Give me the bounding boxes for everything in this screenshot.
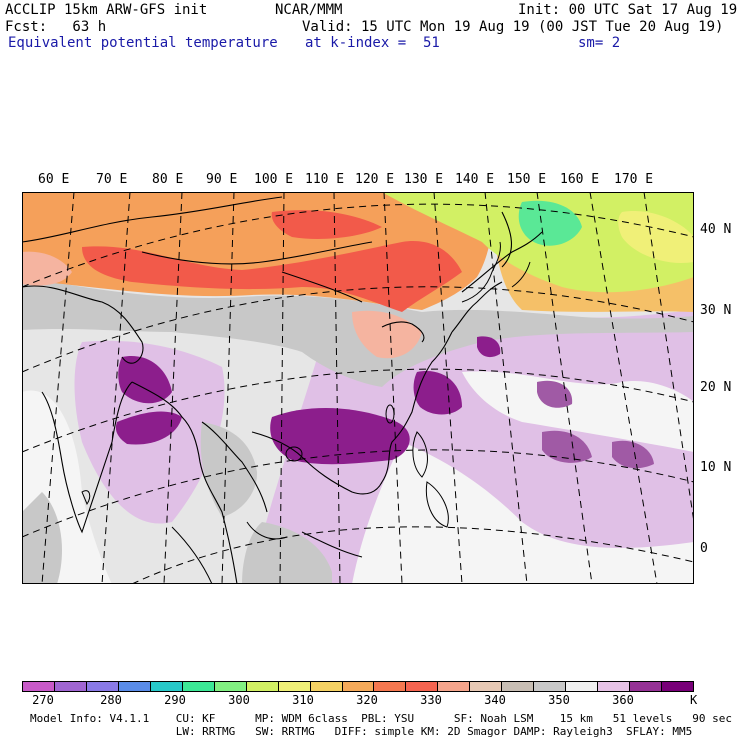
lon-label: 140 E [455,172,495,187]
model-title: ACCLIP 15km ARW-GFS init [5,2,208,18]
colorbar-swatch [246,682,279,691]
lat-label: 40 N [700,222,732,237]
lat-label: 10 N [700,460,732,475]
colorbar-tick: 310 [292,693,314,707]
colorbar-tick: 270 [32,693,54,707]
colorbar-swatch [630,682,663,691]
colorbar-tick: 320 [356,693,378,707]
white-region [462,371,694,452]
colorbar-swatch [86,682,119,691]
colorbar-tick: 300 [228,693,250,707]
colorbar-swatch [470,682,503,691]
colorbar-swatch [278,682,311,691]
colorbar-swatch [214,682,247,691]
gray-patch [22,492,62,584]
lon-label: 120 E [355,172,395,187]
purple-region [115,411,182,445]
lat-label: 30 N [700,303,732,318]
colorbar-swatch [662,682,694,691]
smoothing-label: sm= 2 [578,35,621,51]
lon-label: 160 E [560,172,600,187]
graticule [22,192,694,584]
colorbar-swatch [118,682,151,691]
lat-label: 0 [700,541,708,556]
colorbar-swatch [406,682,439,691]
colorbar-tick: 360 [612,693,634,707]
purple-region [537,380,573,408]
lon-label: 100 E [254,172,294,187]
level-label: at k-index = 51 [305,35,440,51]
salmon-region [22,251,72,286]
model-physics-line: LW: RRTMG SW: RRTMG DIFF: simple KM: 2D … [30,725,693,738]
purple-region [270,407,410,465]
lon-label: 70 E [96,172,128,187]
colorbar-tick: 280 [100,693,122,707]
red-region [82,241,462,312]
colorbar-swatch [182,682,215,691]
colorbar-swatch [342,682,375,691]
lon-label: 110 E [305,172,345,187]
colorbar-tick: 290 [164,693,186,707]
red-region [271,210,382,239]
purple-region [413,371,462,415]
colorbar-swatch [54,682,87,691]
green-region [518,200,582,246]
colorbar-swatch [566,682,599,691]
purple-region [118,356,172,404]
colorbar-tick: 340 [484,693,506,707]
model-info-line: Model Info: V4.1.1 CU: KF MP: WDM 6class… [30,712,732,725]
colorbar-tick: 350 [548,693,570,707]
colorbar-swatch [598,682,631,691]
field-name: Equivalent potential temperature [8,35,278,51]
islands [81,241,531,584]
purple-region [542,430,592,463]
lon-label: 80 E [152,172,184,187]
white-region [352,442,694,584]
gray-patch [200,422,258,517]
colorbar-swatch [374,682,407,691]
lon-label: 170 E [614,172,654,187]
valid-time: Valid: 15 UTC Mon 19 Aug 19 (00 JST Tue … [302,19,724,35]
colorbar-swatch [23,682,55,691]
lat-label: 20 N [700,380,732,395]
init-time: Init: 00 UTC Sat 17 Aug 19 [518,2,738,18]
colorbar-swatch [150,682,183,691]
lon-label: 90 E [206,172,238,187]
gray-patch [242,522,332,584]
forecast-hour: Fcst: 63 h [5,19,107,35]
colorbar-swatch [502,682,535,691]
map-frame [22,192,694,584]
lon-label: 130 E [404,172,444,187]
lon-label: 150 E [507,172,547,187]
colorbar-unit: K [690,693,698,707]
colorbar-tick: 330 [420,693,442,707]
coastlines [22,196,543,584]
colorbar-swatch [438,682,471,691]
colorbar-swatch [534,682,567,691]
purple-region [477,336,501,358]
purple-region [612,440,654,469]
center-label: NCAR/MMM [275,2,343,18]
theta-e-map [22,192,694,584]
colorbar [22,681,694,692]
colorbar-swatch [310,682,343,691]
lon-label: 60 E [38,172,70,187]
